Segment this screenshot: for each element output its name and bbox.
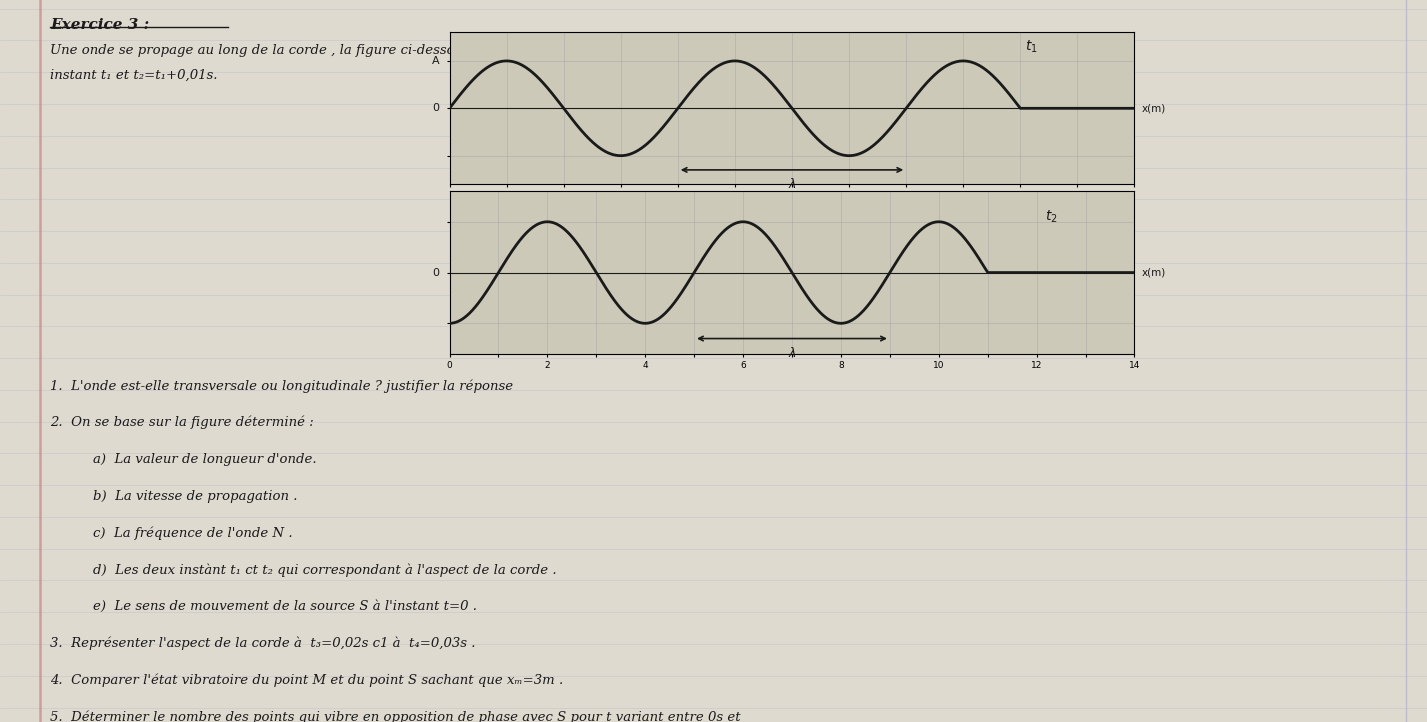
Text: c)  La fréquence de l'onde N .: c) La fréquence de l'onde N . xyxy=(93,526,293,540)
Text: $\lambda$: $\lambda$ xyxy=(788,177,796,191)
Text: 3.  Représenter l'aspect de la corde à  t₃=0,02s c1 à  t₄=0,03s .: 3. Représenter l'aspect de la corde à t₃… xyxy=(50,637,475,651)
Text: 1.  L'onde est-elle transversale ou longitudinale ? justifier la réponse: 1. L'onde est-elle transversale ou longi… xyxy=(50,379,514,393)
Text: 4.  Comparer l'état vibratoire du point M et du point S sachant que xₘ=3m .: 4. Comparer l'état vibratoire du point M… xyxy=(50,674,564,687)
Text: A: A xyxy=(431,56,440,66)
Text: Une onde se propage au long de la corde , la figure ci-dessous représente l'aspe: Une onde se propage au long de la corde … xyxy=(50,43,759,57)
Text: 0: 0 xyxy=(432,103,440,113)
Text: x(m): x(m) xyxy=(1142,268,1166,277)
Text: e)  Le sens de mouvement de la source S à l'instant t=0 .: e) Le sens de mouvement de la source S à… xyxy=(93,600,477,613)
Text: instant t₁ et t₂=t₁+0,01s.: instant t₁ et t₂=t₁+0,01s. xyxy=(50,69,217,82)
Text: a)  La valeur de longueur d'onde.: a) La valeur de longueur d'onde. xyxy=(93,453,317,466)
Text: $t_1$: $t_1$ xyxy=(1025,39,1037,55)
Text: 0: 0 xyxy=(432,268,440,277)
Text: 5.  Déterminer le nombre des points qui vibre en opposition de phase avec S pour: 5. Déterminer le nombre des points qui v… xyxy=(50,710,741,722)
Text: $t_2$: $t_2$ xyxy=(1046,209,1057,225)
Text: $\lambda$: $\lambda$ xyxy=(788,346,796,360)
Text: Exercice 3 :: Exercice 3 : xyxy=(50,18,150,32)
Text: x(m): x(m) xyxy=(1142,103,1166,113)
Text: b)  La vitesse de propagation .: b) La vitesse de propagation . xyxy=(93,490,297,503)
Text: d)  Les deux instànt t₁ ct t₂ qui correspondant à l'aspect de la corde .: d) Les deux instànt t₁ ct t₂ qui corresp… xyxy=(93,563,557,577)
Text: 2.  On se base sur la figure déterminé :: 2. On se base sur la figure déterminé : xyxy=(50,416,314,430)
